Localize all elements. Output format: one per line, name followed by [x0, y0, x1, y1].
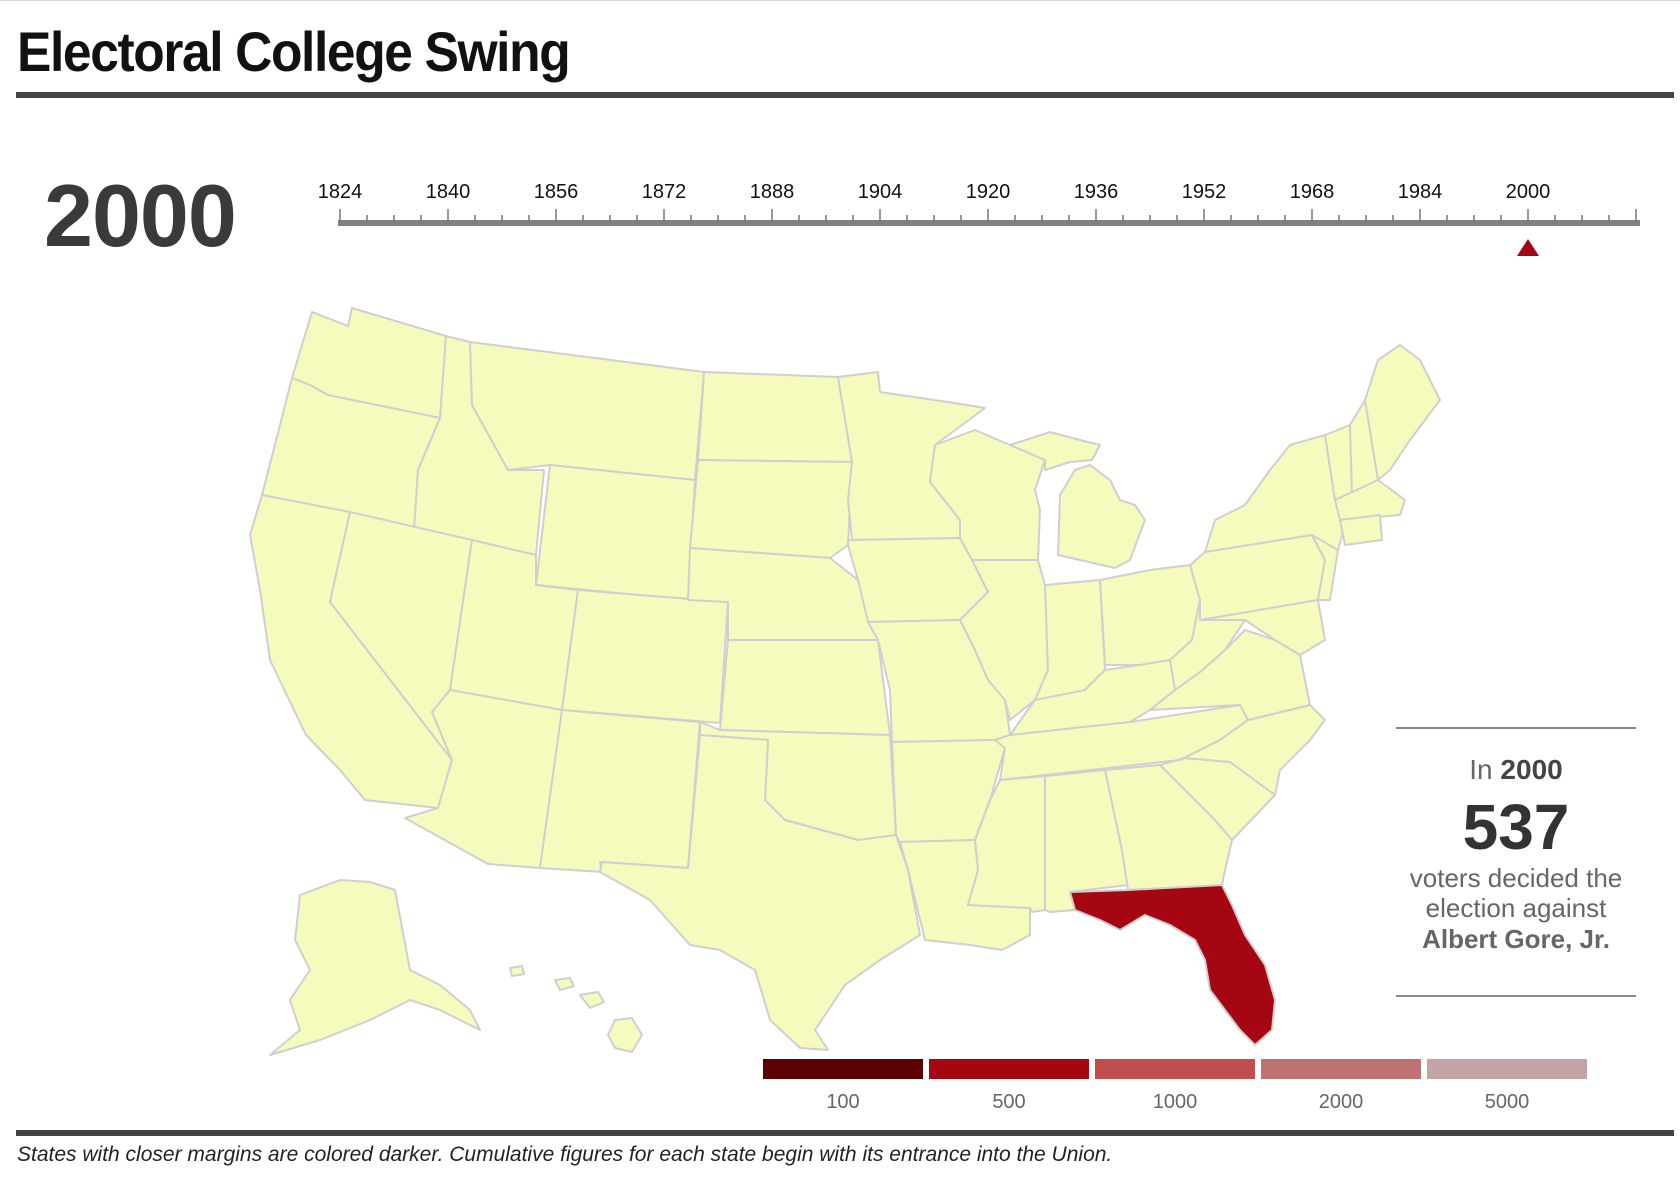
state-hawaii-island-2[interactable] [579, 991, 605, 1009]
state-maine[interactable] [1364, 344, 1441, 481]
state-new-mexico[interactable] [539, 709, 701, 873]
footer-rule [16, 1130, 1674, 1136]
callout-intro-prefix: In [1469, 754, 1493, 785]
timeline-label[interactable]: 1920 [966, 181, 1011, 203]
timeline-label[interactable]: 1968 [1290, 181, 1335, 203]
timeline-label[interactable]: 1840 [426, 181, 471, 203]
state-kentucky[interactable] [1009, 659, 1176, 736]
timeline-label[interactable]: 1904 [858, 181, 903, 203]
timeline-label[interactable]: 1936 [1074, 181, 1119, 203]
timeline-label[interactable]: 1984 [1398, 181, 1443, 203]
state-wyoming[interactable] [535, 464, 696, 601]
state-michigan[interactable] [1057, 464, 1146, 569]
selected-year: 2000 [44, 166, 237, 265]
legend-swatch [1095, 1059, 1255, 1079]
state-illinois[interactable] [959, 559, 1049, 721]
state-new-jersey[interactable] [1311, 534, 1339, 601]
state-kansas[interactable] [719, 639, 891, 736]
callout-year: 2000 [1500, 754, 1563, 785]
legend-swatch [1427, 1059, 1587, 1079]
timeline-label[interactable]: 1888 [750, 181, 795, 203]
timeline-label[interactable]: 1872 [642, 181, 687, 203]
page-title: Electoral College Swing [17, 20, 571, 83]
title-rule [16, 92, 1674, 98]
state-hawaii-island-4[interactable] [509, 965, 525, 977]
year-timeline[interactable]: 1824 1840 1856 1872 1888 1904 1920 1936 1952 1968… [300, 176, 1650, 266]
legend-label: 5000 [1484, 1091, 1530, 1113]
callout-desc-line1: voters decided the [1409, 863, 1623, 893]
timeline-marker[interactable] [1517, 239, 1539, 256]
state-florida[interactable] [1069, 884, 1276, 1046]
legend-label: 1000 [1152, 1091, 1198, 1113]
legend-label: 2000 [1318, 1091, 1364, 1113]
callout-desc-line2: election against [1425, 893, 1607, 923]
callout-top-rule [1396, 727, 1636, 729]
timeline-label[interactable]: 1856 [534, 181, 579, 203]
state-maryland[interactable] [1199, 599, 1326, 656]
callout-intro: In 2000 [1396, 753, 1636, 787]
state-north-dakota[interactable] [697, 371, 853, 463]
legend-label: 500 [992, 1091, 1026, 1113]
legend-swatch [1261, 1059, 1421, 1079]
legend-swatch [763, 1059, 923, 1079]
state-north-carolina[interactable] [1179, 704, 1326, 796]
callout-bottom-rule [1396, 995, 1636, 997]
state-hawaii-island-3[interactable] [554, 977, 575, 991]
state-michigan-upper[interactable] [1009, 431, 1101, 471]
timeline-axis[interactable] [338, 220, 1640, 226]
result-callout: In 2000 537 voters decided the election … [1396, 727, 1636, 997]
state-south-dakota[interactable] [689, 459, 853, 559]
top-rule [0, 0, 1680, 1]
legend-swatch [929, 1059, 1089, 1079]
state-wisconsin[interactable] [929, 429, 1046, 561]
timeline-label[interactable]: 2000 [1506, 181, 1551, 203]
state-texas[interactable] [599, 734, 921, 1051]
state-massachusetts[interactable] [1334, 479, 1406, 521]
footnote: States with closer margins are colored d… [17, 1143, 1113, 1166]
state-montana[interactable] [469, 341, 705, 481]
callout-voter-count: 537 [1462, 791, 1570, 863]
callout-candidate: Albert Gore, Jr. [1422, 924, 1610, 954]
timeline-label[interactable]: 1952 [1182, 181, 1227, 203]
state-colorado[interactable] [561, 589, 729, 724]
state-connecticut[interactable] [1339, 514, 1383, 546]
state-alaska[interactable] [269, 879, 481, 1056]
timeline-label[interactable]: 1824 [318, 181, 363, 203]
state-hawaii[interactable] [607, 1017, 643, 1053]
legend-label: 100 [826, 1091, 860, 1113]
